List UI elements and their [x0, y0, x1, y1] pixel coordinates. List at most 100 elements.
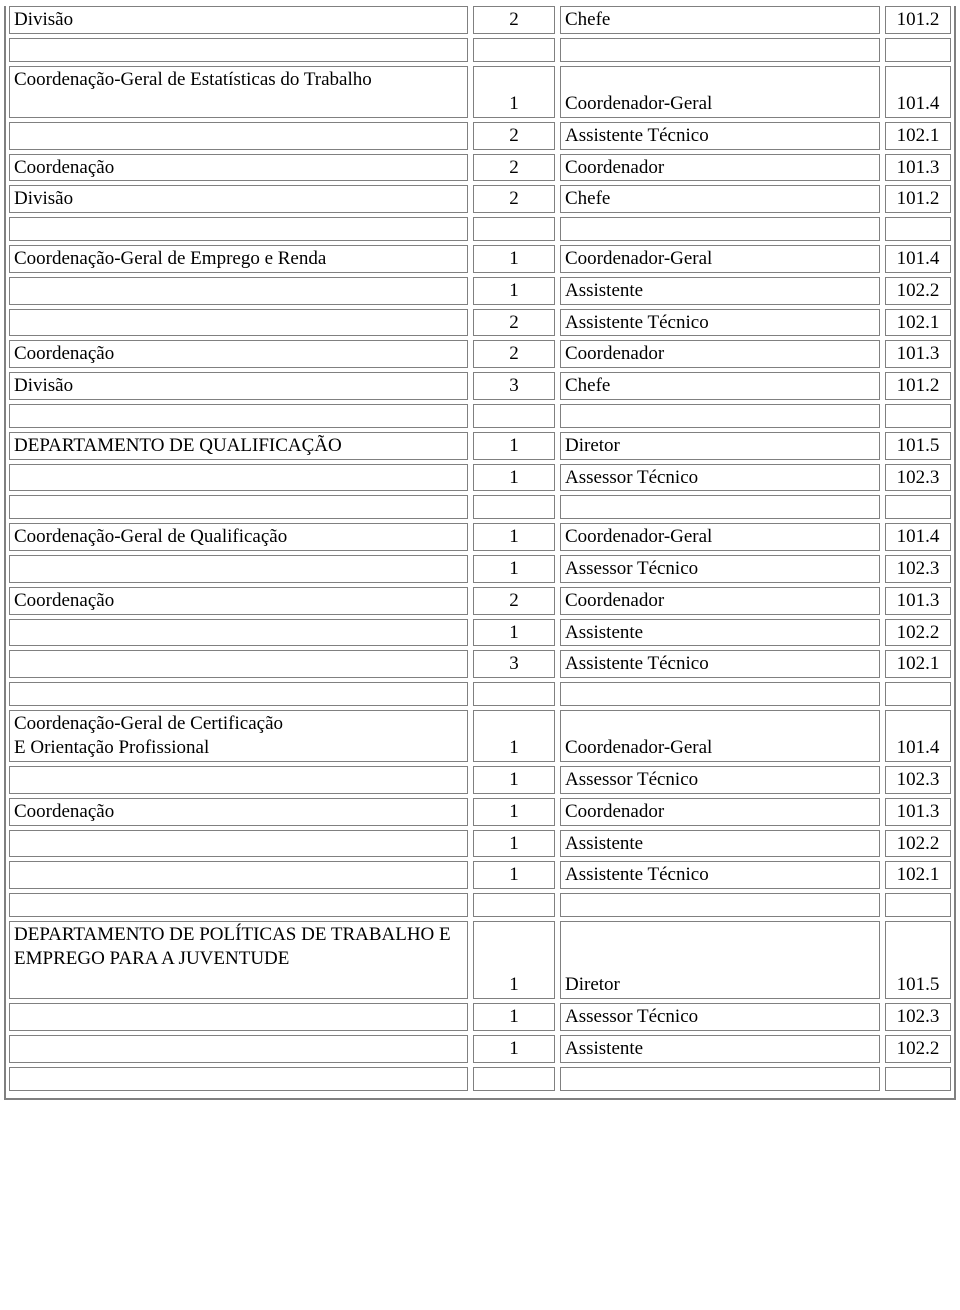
cell-col2: 1 — [473, 921, 555, 999]
cell-col2: 1 — [473, 464, 555, 492]
cell-col4: 101.3 — [885, 340, 951, 368]
table-row: 1Assessor Técnico102.3 — [9, 464, 951, 492]
cell-col2: 1 — [473, 66, 555, 118]
cell-col1 — [9, 1035, 468, 1063]
cell-col4: 102.3 — [885, 766, 951, 794]
cell-col2: 1 — [473, 523, 555, 551]
cell-col3: Assessor Técnico — [560, 1003, 880, 1031]
cell-col4: 102.2 — [885, 830, 951, 858]
table-row: Coordenação-Geral de Qualificação1Coorde… — [9, 523, 951, 551]
cell-col1 — [9, 1067, 468, 1091]
cell-col3: Assistente — [560, 1035, 880, 1063]
table-row: 1Assistente102.2 — [9, 277, 951, 305]
table-row — [9, 404, 951, 428]
cell-col2: 1 — [473, 766, 555, 794]
cell-col2: 2 — [473, 587, 555, 615]
table-row: 1Assessor Técnico102.3 — [9, 555, 951, 583]
cell-col1 — [9, 404, 468, 428]
table-row: Coordenação-Geral de CertificaçãoE Orien… — [9, 710, 951, 762]
cell-col4: 102.1 — [885, 861, 951, 889]
cell-col3: Diretor — [560, 432, 880, 460]
cell-col4 — [885, 404, 951, 428]
cell-col4: 101.4 — [885, 245, 951, 273]
cell-col4: 101.2 — [885, 185, 951, 213]
cell-col1 — [9, 650, 468, 678]
cell-col3 — [560, 1067, 880, 1091]
cell-col1 — [9, 682, 468, 706]
cell-col3: Assistente Técnico — [560, 309, 880, 337]
cell-col1 — [9, 277, 468, 305]
cell-col1: Coordenação — [9, 340, 468, 368]
table-outer: Divisão2Chefe101.2Coordenação-Geral de E… — [4, 6, 956, 1100]
cell-col4: 102.2 — [885, 1035, 951, 1063]
cell-col4 — [885, 495, 951, 519]
cell-col4: 101.3 — [885, 798, 951, 826]
cell-col3 — [560, 217, 880, 241]
cell-col4: 102.1 — [885, 650, 951, 678]
cell-col1: Coordenação-Geral de Emprego e Renda — [9, 245, 468, 273]
cell-col4: 101.4 — [885, 66, 951, 118]
table-row — [9, 1067, 951, 1091]
cell-col2: 1 — [473, 710, 555, 762]
cell-col1 — [9, 1003, 468, 1031]
table-row: Divisão3Chefe101.2 — [9, 372, 951, 400]
cell-col1 — [9, 830, 468, 858]
cell-col2 — [473, 893, 555, 917]
cell-col1 — [9, 893, 468, 917]
cell-col4: 102.1 — [885, 309, 951, 337]
cell-col4 — [885, 1067, 951, 1091]
cell-col3: Assessor Técnico — [560, 766, 880, 794]
cell-col4: 102.2 — [885, 619, 951, 647]
cell-col1 — [9, 217, 468, 241]
cell-col2: 3 — [473, 650, 555, 678]
cell-col3: Coordenador-Geral — [560, 245, 880, 273]
cell-col2: 1 — [473, 555, 555, 583]
cell-col1: Coordenação — [9, 587, 468, 615]
cell-col2: 1 — [473, 861, 555, 889]
table-row: Coordenação2Coordenador101.3 — [9, 340, 951, 368]
cell-col4: 101.3 — [885, 154, 951, 182]
cell-col3 — [560, 682, 880, 706]
cell-col1: Divisão — [9, 185, 468, 213]
cell-col4: 102.3 — [885, 1003, 951, 1031]
cell-col1 — [9, 464, 468, 492]
cell-col4: 101.5 — [885, 921, 951, 999]
cell-col1 — [9, 766, 468, 794]
cell-col3: Coordenador-Geral — [560, 523, 880, 551]
cell-col3 — [560, 38, 880, 62]
page: Divisão2Chefe101.2Coordenação-Geral de E… — [0, 0, 960, 1106]
cell-col2: 3 — [473, 372, 555, 400]
cell-col4: 102.3 — [885, 555, 951, 583]
cell-col2: 2 — [473, 309, 555, 337]
table-row: Coordenação1Coordenador101.3 — [9, 798, 951, 826]
cell-col3: Chefe — [560, 185, 880, 213]
cell-col3 — [560, 404, 880, 428]
cell-col3: Assistente Técnico — [560, 122, 880, 150]
cell-col3 — [560, 893, 880, 917]
table-row: 3Assistente Técnico102.1 — [9, 650, 951, 678]
cell-col4 — [885, 38, 951, 62]
cell-col1: Coordenação — [9, 154, 468, 182]
cell-col3: Diretor — [560, 921, 880, 999]
cell-col2 — [473, 682, 555, 706]
cell-col2: 2 — [473, 6, 555, 34]
table-row: DEPARTAMENTO DE QUALIFICAÇÃO1Diretor101.… — [9, 432, 951, 460]
cell-col3: Coordenador — [560, 154, 880, 182]
table-row: 1Assessor Técnico102.3 — [9, 1003, 951, 1031]
table-row: Coordenação-Geral de Estatísticas do Tra… — [9, 66, 951, 118]
cell-col1: Divisão — [9, 372, 468, 400]
cell-col1 — [9, 309, 468, 337]
cell-col3: Assistente — [560, 830, 880, 858]
cell-col1: Coordenação — [9, 798, 468, 826]
table-row: 2Assistente Técnico102.1 — [9, 309, 951, 337]
table-row: 1Assistente102.2 — [9, 1035, 951, 1063]
cell-col1 — [9, 38, 468, 62]
cell-col4 — [885, 893, 951, 917]
cell-col2: 1 — [473, 830, 555, 858]
table-row: 1Assessor Técnico102.3 — [9, 766, 951, 794]
cell-col2: 2 — [473, 154, 555, 182]
cell-col1: DEPARTAMENTO DE POLÍTICAS DE TRABALHO E … — [9, 921, 468, 999]
table-row — [9, 38, 951, 62]
cell-col2 — [473, 495, 555, 519]
cell-col3: Coordenador-Geral — [560, 710, 880, 762]
